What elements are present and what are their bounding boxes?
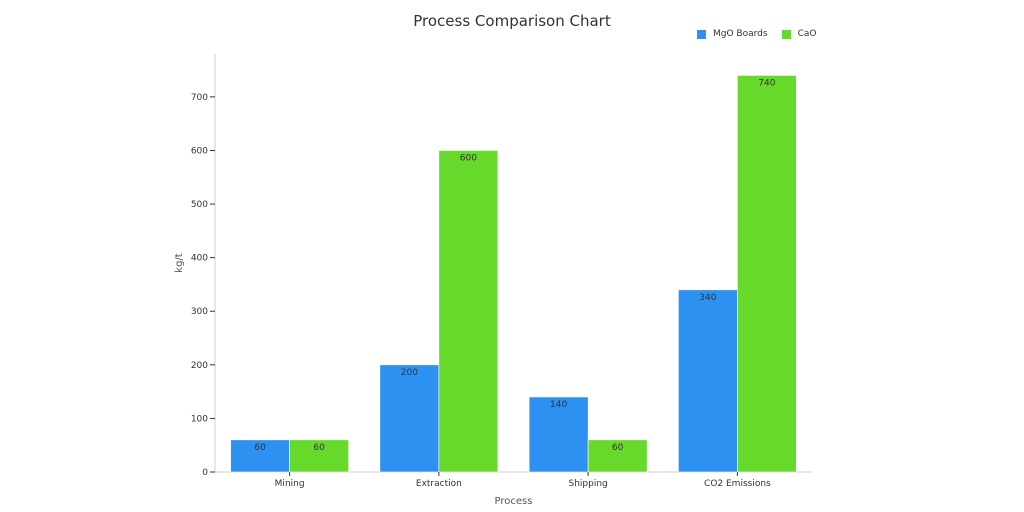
bar-mgo-boards-mining — [230, 439, 290, 473]
bar-cao-co2-emissions — [737, 75, 797, 473]
bar-value-label: 60 — [612, 443, 624, 453]
y-tick-label: 200 — [191, 361, 208, 371]
y-tick-label: 400 — [191, 254, 208, 264]
bar-value-label: 200 — [401, 368, 418, 378]
y-tick-label: 0 — [202, 468, 208, 478]
bar-value-label: 340 — [699, 293, 716, 303]
bar-cao-shipping — [587, 439, 648, 473]
y-tick-label: 500 — [191, 200, 208, 210]
legend-swatch-mgo-boards — [697, 29, 706, 39]
bar-value-label: 740 — [758, 78, 775, 88]
bar-value-label: 60 — [313, 443, 325, 453]
x-tick-label: Extraction — [416, 479, 462, 489]
y-tick-label: 100 — [191, 414, 208, 424]
bar-mgo-boards-extraction — [379, 364, 440, 473]
legend: MgO Boards CaO — [697, 29, 830, 39]
legend-label-mgo-boards: MgO Boards — [713, 29, 768, 39]
x-tick-label: CO2 Emissions — [704, 479, 771, 489]
x-tick-label: Mining — [275, 479, 305, 489]
y-tick-label: 300 — [191, 307, 208, 317]
bar-cao-extraction — [438, 150, 499, 473]
y-tick-label: 700 — [191, 93, 208, 103]
chart-title: Process Comparison Chart — [413, 12, 611, 30]
x-axis-title: Process — [495, 496, 533, 507]
x-tick-label: Shipping — [568, 479, 607, 489]
legend-swatch-cao — [781, 29, 791, 39]
bar-value-label: 60 — [254, 443, 266, 453]
legend-item-cao: CaO — [781, 29, 817, 39]
bar-mgo-boards-co2-emissions — [678, 289, 738, 473]
legend-label-cao: CaO — [797, 29, 817, 39]
y-tick-label: 600 — [191, 146, 208, 156]
legend-item-mgo-boards: MgO Boards — [697, 29, 768, 39]
bar-value-label: 140 — [550, 400, 567, 410]
bar-mgo-boards-shipping — [528, 396, 589, 473]
y-axis-title: kg/t — [174, 253, 185, 273]
bar-value-label: 600 — [460, 153, 477, 163]
bar-cao-mining — [289, 439, 349, 473]
